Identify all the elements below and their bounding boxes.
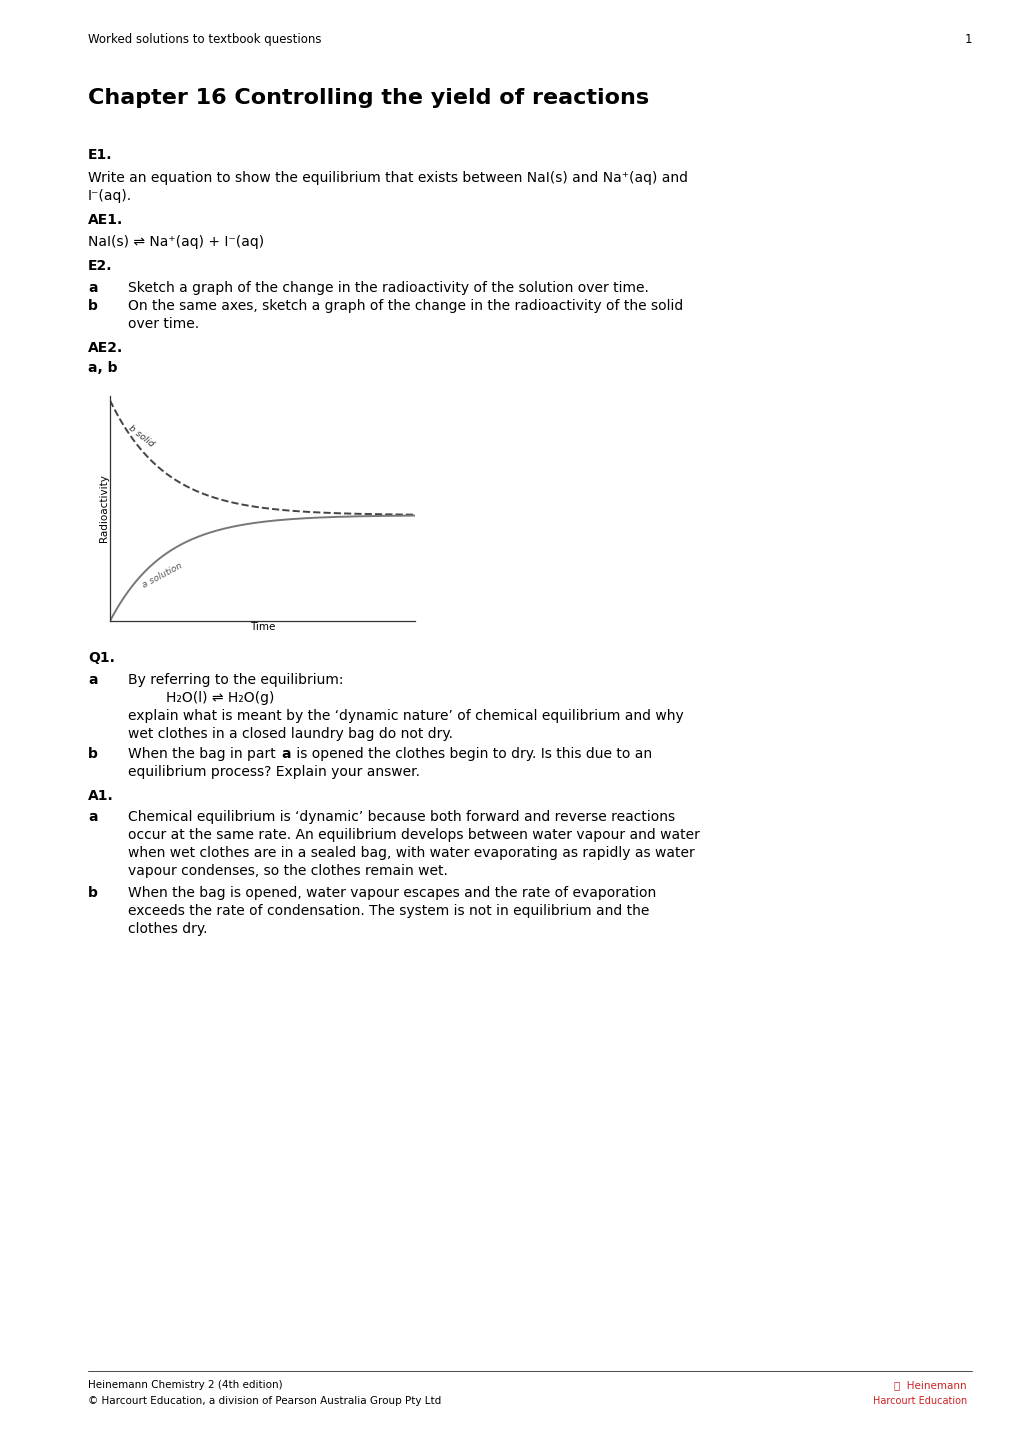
Text: is opened the clothes begin to dry. Is this due to an: is opened the clothes begin to dry. Is t… [291, 747, 651, 760]
Text: 1: 1 [964, 33, 971, 46]
Text: When the bag in part: When the bag in part [127, 747, 280, 760]
Text: a: a [88, 672, 98, 687]
Text: clothes dry.: clothes dry. [127, 922, 207, 937]
Y-axis label: Radioactivity: Radioactivity [99, 475, 108, 543]
Text: a: a [281, 747, 290, 760]
Text: Chemical equilibrium is ‘dynamic’ because both forward and reverse reactions: Chemical equilibrium is ‘dynamic’ becaus… [127, 810, 675, 824]
Text: E1.: E1. [88, 149, 112, 162]
Text: b: b [88, 747, 98, 760]
Text: A1.: A1. [88, 789, 114, 802]
Text: a, b: a, b [88, 361, 117, 375]
Text: Q1.: Q1. [88, 651, 115, 665]
Text: Sketch a graph of the change in the radioactivity of the solution over time.: Sketch a graph of the change in the radi… [127, 281, 648, 294]
Text: a solution: a solution [141, 561, 183, 590]
Text: Harcourt Education: Harcourt Education [872, 1395, 966, 1405]
Text: over time.: over time. [127, 317, 199, 330]
Text: wet clothes in a closed laundry bag do not dry.: wet clothes in a closed laundry bag do n… [127, 727, 452, 742]
Text: Heinemann Chemistry 2 (4th edition): Heinemann Chemistry 2 (4th edition) [88, 1380, 282, 1390]
Text: when wet clothes are in a sealed bag, with water evaporating as rapidly as water: when wet clothes are in a sealed bag, wi… [127, 846, 694, 860]
Text: H₂O(l) ⇌ H₂O(g): H₂O(l) ⇌ H₂O(g) [166, 691, 274, 706]
Text: NaI(s) ⇌ Na⁺(aq) + I⁻(aq): NaI(s) ⇌ Na⁺(aq) + I⁻(aq) [88, 235, 264, 250]
Text: equilibrium process? Explain your answer.: equilibrium process? Explain your answer… [127, 765, 420, 779]
Text: Ⓢ  Heinemann: Ⓢ Heinemann [894, 1380, 966, 1390]
Text: When the bag is opened, water vapour escapes and the rate of evaporation: When the bag is opened, water vapour esc… [127, 886, 655, 900]
Text: AE2.: AE2. [88, 341, 123, 355]
Text: a: a [88, 281, 98, 294]
Text: exceeds the rate of condensation. The system is not in equilibrium and the: exceeds the rate of condensation. The sy… [127, 903, 649, 918]
Text: © Harcourt Education, a division of Pearson Australia Group Pty Ltd: © Harcourt Education, a division of Pear… [88, 1395, 441, 1405]
Text: b: b [88, 886, 98, 900]
Text: a: a [88, 810, 98, 824]
Text: occur at the same rate. An equilibrium develops between water vapour and water: occur at the same rate. An equilibrium d… [127, 828, 699, 843]
Text: By referring to the equilibrium:: By referring to the equilibrium: [127, 672, 343, 687]
Text: b: b [88, 299, 98, 313]
Text: b solid: b solid [126, 424, 156, 449]
X-axis label: Time: Time [250, 622, 275, 632]
Text: vapour condenses, so the clothes remain wet.: vapour condenses, so the clothes remain … [127, 864, 447, 877]
Text: Worked solutions to textbook questions: Worked solutions to textbook questions [88, 33, 321, 46]
Text: Chapter 16 Controlling the yield of reactions: Chapter 16 Controlling the yield of reac… [88, 88, 648, 108]
Text: On the same axes, sketch a graph of the change in the radioactivity of the solid: On the same axes, sketch a graph of the … [127, 299, 683, 313]
Text: AE1.: AE1. [88, 214, 123, 227]
Text: Write an equation to show the equilibrium that exists between NaI(s) and Na⁺(aq): Write an equation to show the equilibriu… [88, 172, 688, 185]
Text: I⁻(aq).: I⁻(aq). [88, 189, 132, 203]
Text: E2.: E2. [88, 258, 112, 273]
Text: explain what is meant by the ‘dynamic nature’ of chemical equilibrium and why: explain what is meant by the ‘dynamic na… [127, 709, 683, 723]
